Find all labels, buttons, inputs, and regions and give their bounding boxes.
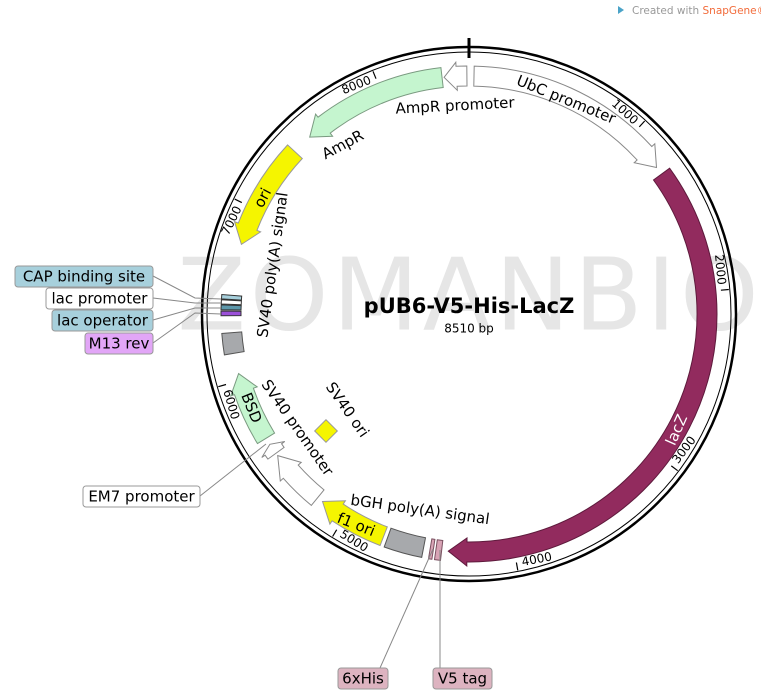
feature-sv40-ori	[313, 418, 339, 444]
feature-m13	[220, 310, 242, 317]
tick-mark	[515, 562, 519, 571]
callout: lac operator	[51, 307, 221, 332]
credit-text: Created with SnapGene®	[632, 5, 761, 17]
feature-bsd	[229, 372, 276, 445]
credit: Created with SnapGene®	[618, 5, 761, 17]
feature-em7	[261, 441, 286, 460]
feature-sv40-polya	[221, 331, 245, 356]
callout: CAP binding site	[14, 265, 222, 300]
callout-box	[45, 287, 154, 310]
credit-icon	[618, 6, 624, 14]
callout-line	[379, 548, 434, 669]
callout-line	[152, 275, 222, 300]
feature-ubc	[473, 65, 658, 169]
feature-lacz	[447, 167, 718, 568]
feature-cap	[220, 293, 243, 301]
feature-bgh	[383, 527, 427, 558]
callout-label: 6xHis	[342, 670, 384, 688]
watermark: ZOMANBIO	[177, 236, 761, 353]
callout-label: V5 tag	[438, 670, 487, 688]
plasmid-length: 8510 bp	[444, 322, 494, 336]
tick-mark	[720, 288, 729, 291]
callout-label: EM7 promoter	[88, 488, 195, 506]
tick-mark	[234, 198, 243, 204]
callout-box	[14, 265, 154, 288]
callout-label: lac operator	[57, 312, 149, 330]
credit-brand: SnapGene®	[703, 5, 761, 17]
credit-prefix: Created with	[632, 5, 699, 17]
callout: V5 tag	[432, 550, 493, 690]
tick-label: 2000	[712, 254, 729, 286]
callout-box	[337, 667, 389, 690]
callout-label: M13 rev	[89, 335, 150, 353]
callout-box	[82, 485, 201, 508]
callout-box	[51, 309, 154, 332]
callout-label: lac promoter	[52, 290, 149, 308]
tick-mark	[638, 120, 646, 128]
feature-his	[427, 538, 436, 560]
callout-box	[84, 332, 154, 355]
callout-line	[152, 312, 222, 344]
callout-label: CAP binding site	[23, 268, 145, 286]
callout: lac promoter	[45, 287, 221, 310]
callout-box	[432, 667, 493, 690]
tick-mark	[372, 71, 377, 79]
callout: M13 rev	[84, 312, 222, 355]
feature-ori	[233, 144, 304, 246]
tick-mark	[670, 465, 679, 472]
feature-sv40-promoter	[277, 454, 325, 507]
feature-label: AmpR promoter	[395, 93, 516, 117]
callout: 6xHis	[337, 548, 434, 690]
feature-f1ori	[321, 500, 388, 547]
callout-line	[152, 297, 221, 304]
feature-ampr	[309, 67, 444, 138]
feature-v5	[433, 539, 444, 561]
callout: EM7 promoter	[82, 443, 267, 508]
feature-label: UbC promoter	[514, 71, 619, 127]
tick-mark	[332, 529, 338, 537]
feature-ampr-promoter	[443, 60, 468, 92]
plasmid-name: pUB6-V5-His-LacZ	[364, 294, 575, 318]
callout-line	[152, 307, 221, 321]
tick-label: 4000	[520, 549, 553, 568]
callout-line	[199, 443, 267, 497]
feature-lac-operator	[220, 304, 242, 311]
tick-mark	[218, 383, 227, 388]
feature-lac-promoter	[220, 299, 242, 306]
